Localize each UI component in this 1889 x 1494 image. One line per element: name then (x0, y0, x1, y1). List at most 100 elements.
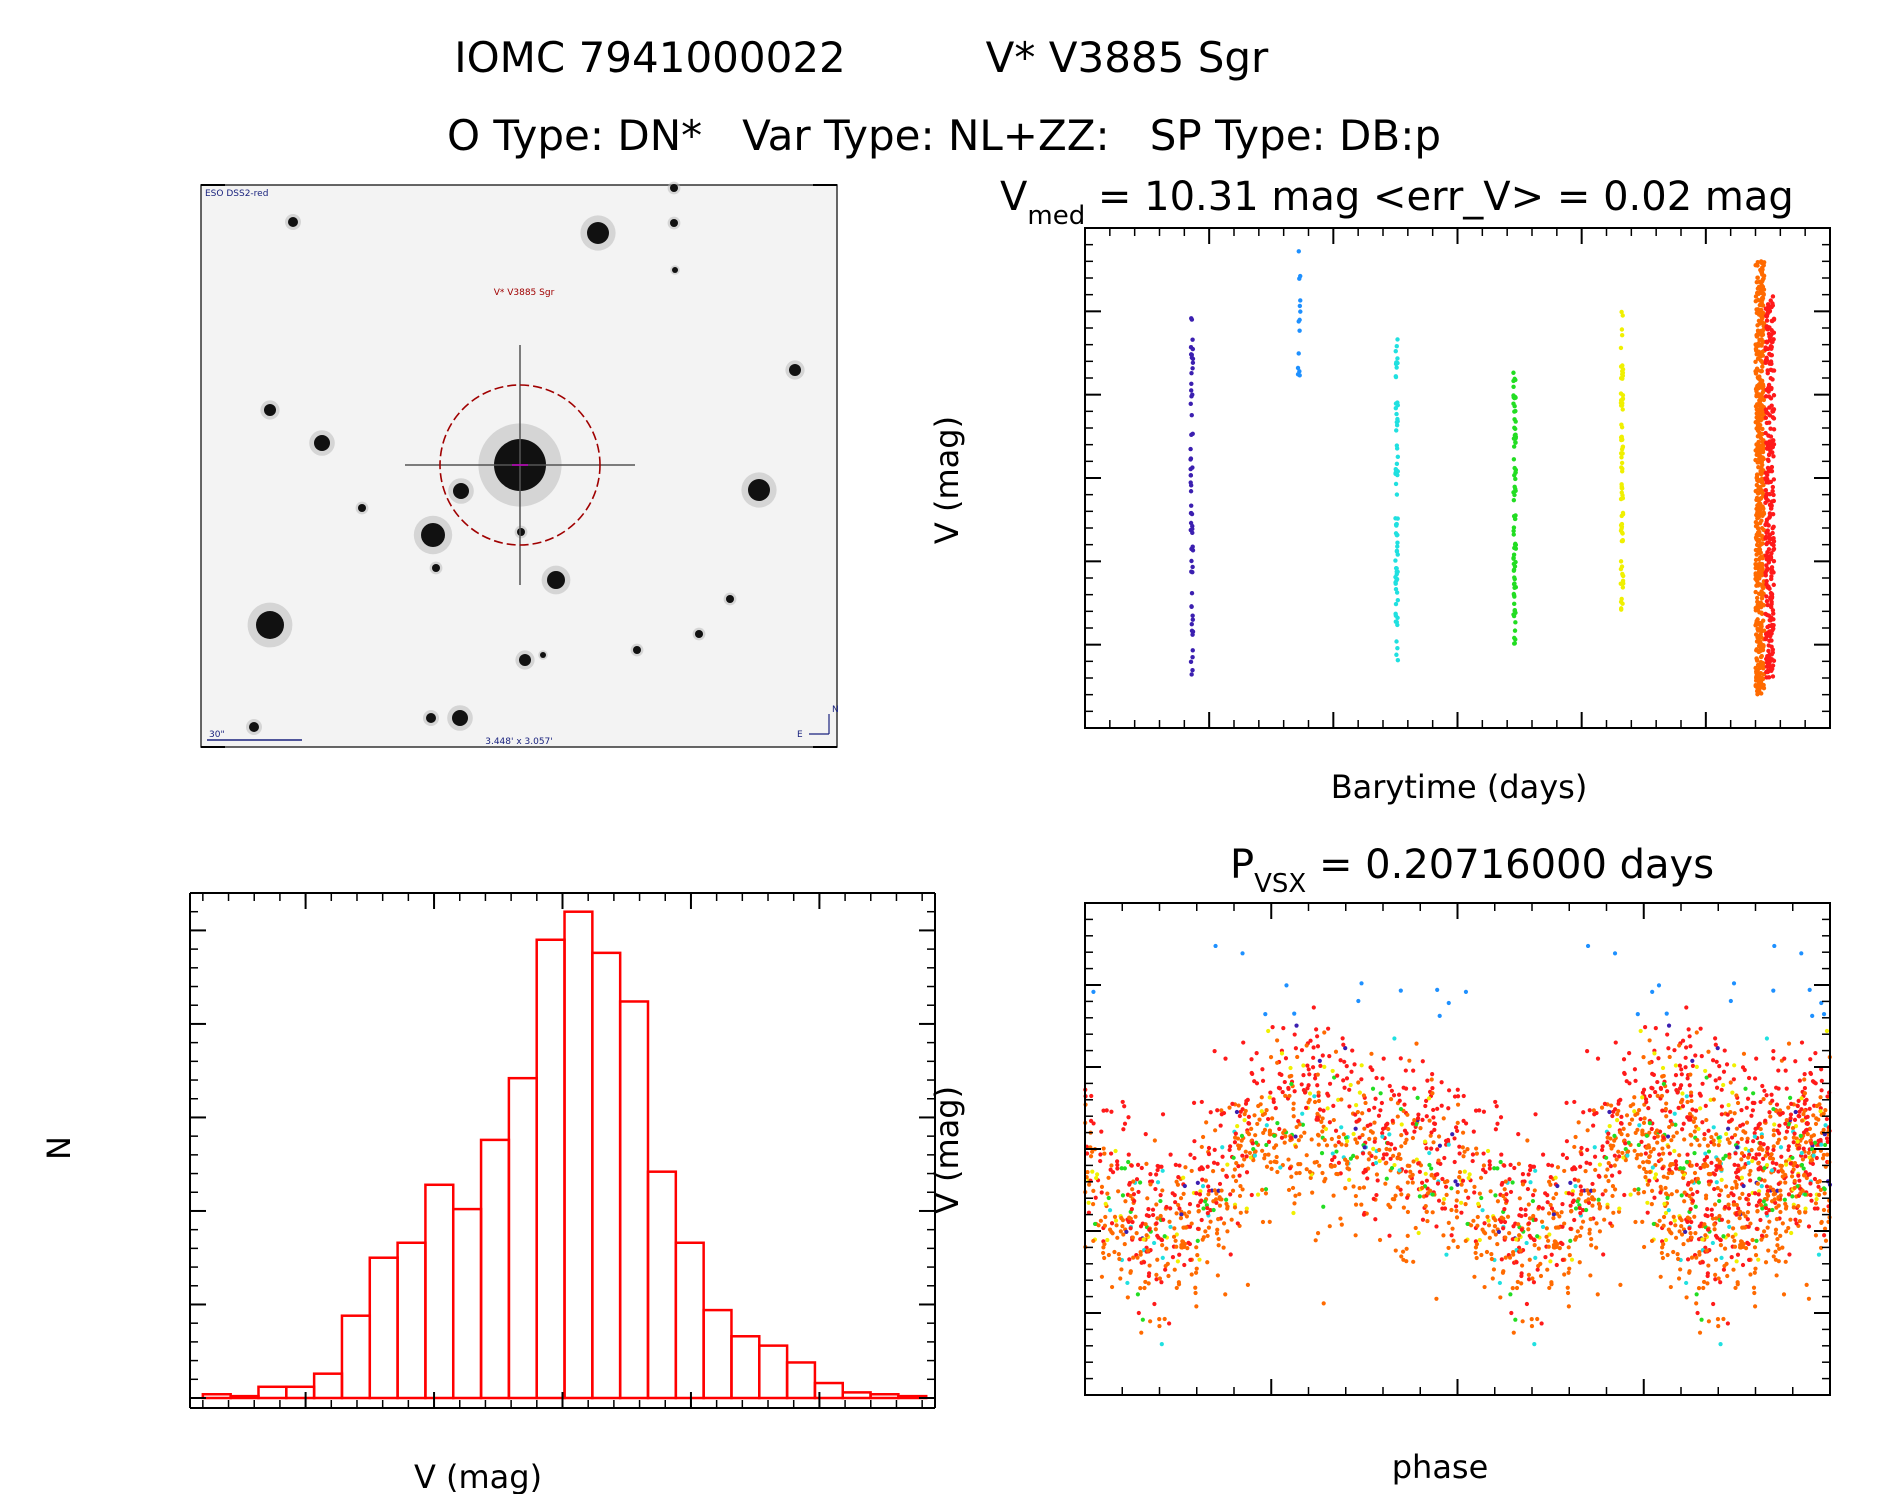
phased-point (1714, 1059, 1719, 1064)
phased-point (1572, 1217, 1577, 1223)
phased-point (1623, 1141, 1628, 1146)
phased-point (1809, 1134, 1814, 1139)
phased-point (1705, 1273, 1710, 1279)
phased-point (1192, 1155, 1197, 1161)
phased-point (1557, 1246, 1562, 1251)
phased-point (1163, 1267, 1168, 1272)
phased-point (1336, 1097, 1341, 1102)
phased-point (1674, 1130, 1679, 1135)
phased-point (1146, 1207, 1151, 1212)
lightcurve-point (1764, 599, 1770, 604)
phased-point (1404, 1246, 1409, 1251)
star (288, 217, 298, 227)
phased-point (1709, 1134, 1714, 1140)
phased-point (1141, 1260, 1147, 1265)
phased-point (1495, 1241, 1500, 1247)
phased-point (1727, 1224, 1732, 1230)
phased-point (1824, 1116, 1829, 1122)
phased-point (1475, 1223, 1480, 1228)
lightcurve-point (1769, 339, 1774, 344)
lightcurve-point (1759, 368, 1765, 374)
lightcurve-point (1763, 345, 1768, 350)
phased-point (1223, 1292, 1228, 1297)
phased-point (1734, 1093, 1739, 1098)
phased-point (1696, 1237, 1702, 1242)
phased-point (1423, 1139, 1428, 1144)
phased-point (1643, 1097, 1649, 1102)
phased-point (1360, 1111, 1365, 1116)
phased-point (1519, 1281, 1524, 1286)
phased-point (1744, 1105, 1749, 1110)
phased-point (1098, 1218, 1103, 1223)
scale-label: 30" (209, 730, 225, 740)
phased-point (1255, 1121, 1260, 1127)
phased-point (1356, 1080, 1361, 1085)
phased-point (1361, 1212, 1367, 1217)
phased-point (1324, 1143, 1330, 1148)
phased-point (1412, 1129, 1417, 1134)
phased-point (1774, 1161, 1779, 1166)
phased-point (1288, 1065, 1293, 1071)
phased-point (1126, 1115, 1131, 1120)
phased-point (1160, 1112, 1166, 1117)
phased-point (1688, 1231, 1693, 1236)
histogram-bar (674, 1241, 705, 1400)
phased-point (1420, 1117, 1425, 1122)
phased-point (1387, 1233, 1392, 1238)
phased-point (1756, 1257, 1761, 1262)
phased-point (1210, 1169, 1216, 1174)
lightcurve-point (1189, 370, 1194, 376)
phased-point (1815, 1206, 1820, 1211)
phased-point (1455, 1120, 1460, 1125)
phased-point (1723, 1204, 1728, 1210)
phased-point (1774, 1273, 1779, 1278)
phased-point (1584, 1207, 1589, 1213)
phased-point (1446, 1245, 1451, 1251)
phased-point (1119, 1166, 1124, 1171)
phased-point (1722, 1263, 1727, 1269)
phased-point (1311, 1045, 1316, 1050)
lightcurve-point (1763, 407, 1769, 412)
phased-point (1604, 1155, 1609, 1160)
phased-point (1479, 1195, 1484, 1201)
phased-point (1452, 1094, 1458, 1099)
phased-point (1283, 1093, 1288, 1098)
phased-point (1524, 1240, 1529, 1246)
phased-point (1404, 1131, 1409, 1136)
phased-point (1099, 1274, 1105, 1279)
phased-point (1123, 1199, 1128, 1204)
lightcurve-point (1621, 581, 1626, 586)
phased-point (1658, 1190, 1663, 1195)
phased-point (1144, 1233, 1149, 1238)
phased-point (1825, 1094, 1830, 1099)
phased-point (1771, 1192, 1776, 1197)
star (726, 595, 734, 603)
phased-point (1758, 1141, 1763, 1146)
lightcurve-point (1766, 675, 1772, 680)
phased-point (1252, 1079, 1257, 1084)
phased-point (1661, 1242, 1666, 1247)
phased-point (1717, 1213, 1722, 1219)
lightcurve-point (1189, 591, 1195, 596)
phased-point (1246, 1114, 1252, 1119)
phased-point (1372, 1105, 1377, 1110)
phased-point (1443, 1184, 1449, 1189)
phased-point (1660, 1074, 1665, 1079)
phased-point (1277, 1071, 1282, 1076)
lightcurve-point (1513, 395, 1518, 400)
phased-point (1750, 1158, 1755, 1164)
phased-point (1577, 1260, 1582, 1265)
phased-point (1120, 1224, 1125, 1229)
phased-point (1739, 1175, 1745, 1180)
lightcurve-point (1511, 581, 1517, 587)
phased-point (1162, 1234, 1167, 1239)
phased-point (1732, 1063, 1737, 1068)
phased-point (1575, 1199, 1580, 1204)
phased-point (1259, 1095, 1264, 1100)
phased-point (1735, 1252, 1741, 1257)
lightcurve-point (1754, 310, 1760, 316)
phased-point (1148, 1172, 1153, 1177)
phased-point (1577, 1205, 1582, 1211)
phased-point (1330, 1068, 1335, 1074)
phased-point (1539, 1321, 1544, 1326)
